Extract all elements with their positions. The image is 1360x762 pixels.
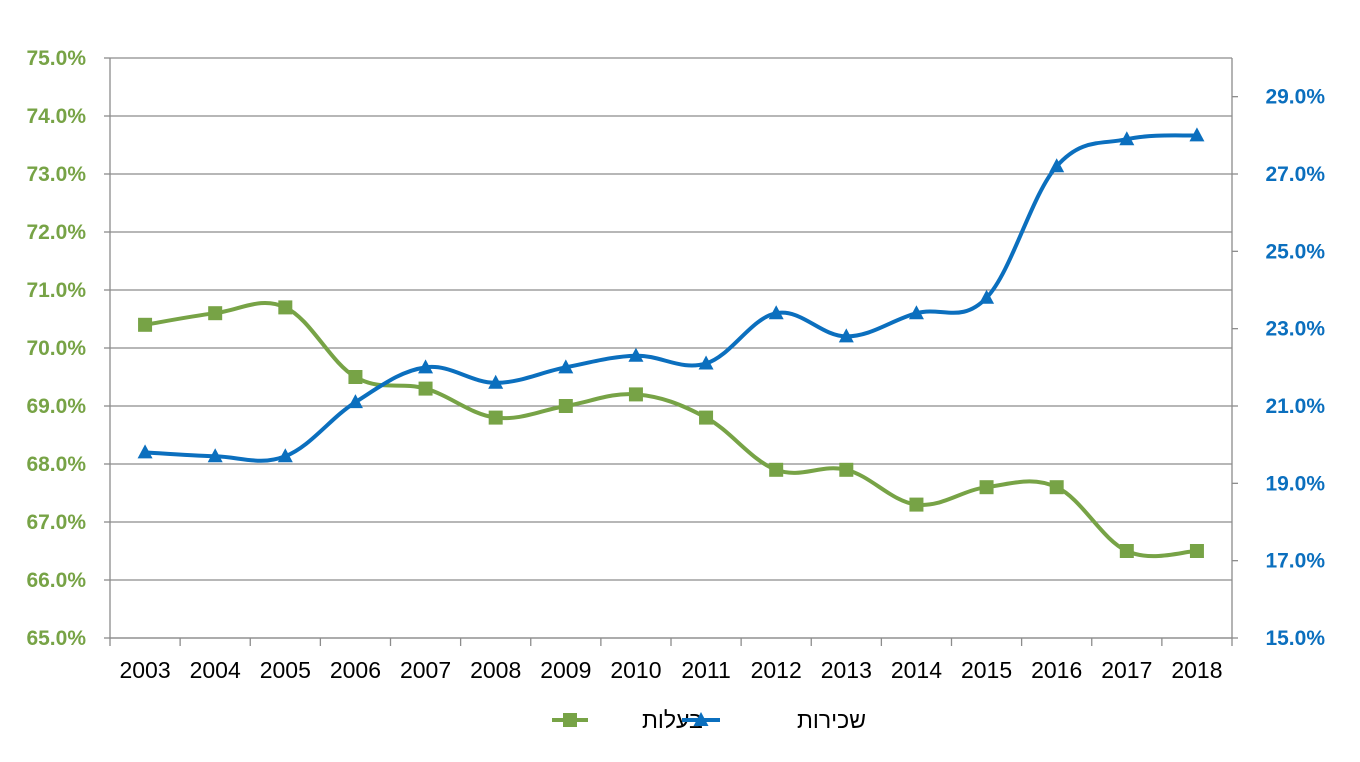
data-point-ownership [909,497,924,512]
legend-marker-rent [693,712,709,726]
gridlines [110,57,1232,639]
left-axis-tick-label: 67.0% [26,511,86,534]
series-line-ownership [143,301,1199,559]
data-point-ownership [418,381,433,396]
x-axis-tick-label: 2007 [400,657,451,683]
data-point-ownership [839,462,854,477]
right-axis-tick-label: 15.0% [1265,627,1325,650]
left-axis-tick-label: 74.0% [26,105,86,128]
x-axis-tick-label: 2008 [470,657,521,683]
tick-labels: 65.0% 66.0% 67.0% 68.0% 69.0% 70.0% 71.0% 72.0%… [26,47,1325,683]
x-axis-tick-label: 2012 [751,657,802,683]
left-axis-tick-label: 69.0% [26,395,86,418]
data-point-ownership [278,300,293,315]
series-markers [137,127,1205,558]
x-axis-tick-label: 2009 [540,657,591,683]
data-point-rent [628,347,644,362]
data-point-ownership [628,387,643,402]
data-point-rent [979,289,995,304]
left-axis-tick-label: 75.0% [26,47,86,70]
right-axis-tick-label: 29.0% [1265,86,1325,109]
right-axis-tick-label: 27.0% [1265,163,1325,186]
right-axis-tick-label: 17.0% [1265,550,1325,573]
data-point-ownership [1119,544,1134,558]
data-point-ownership [138,317,153,332]
data-point-rent [768,305,784,320]
series-lines [143,133,1199,559]
left-axis-tick-label: 65.0% [26,627,86,650]
data-point-rent [558,359,574,374]
data-point-rent [838,328,854,343]
data-point-rent [277,448,293,463]
data-point-rent [1049,158,1065,173]
x-axis-tick-label: 2014 [891,657,942,683]
x-axis-tick-label: 2011 [681,657,730,683]
x-axis-tick-label: 2005 [260,657,311,683]
axes [104,57,1238,646]
data-point-rent [908,305,924,320]
x-axis-tick-label: 2015 [961,657,1012,683]
legend-marker-ownership [563,713,577,727]
data-point-ownership [699,410,714,425]
data-point-ownership [1189,544,1204,558]
x-axis-tick-label: 2017 [1101,657,1152,683]
left-axis-tick-label: 70.0% [26,337,86,360]
x-axis-tick-label: 2006 [330,657,381,683]
data-point-rent [1189,127,1205,142]
data-point-ownership [208,306,223,321]
legend: בעלות שכירות [552,707,866,733]
x-axis-tick-label: 2010 [610,657,661,683]
data-point-ownership [769,462,784,477]
data-point-rent [698,355,714,370]
x-axis-tick-label: 2004 [190,657,241,683]
data-point-rent [137,444,153,459]
legend-label-rent: שכירות [797,707,866,733]
left-axis-tick-label: 71.0% [26,279,86,302]
right-axis-tick-label: 19.0% [1265,472,1325,495]
left-axis-tick-label: 73.0% [26,163,86,186]
left-axis-tick-label: 68.0% [26,453,86,476]
data-point-ownership [979,480,994,495]
data-point-ownership [1049,480,1064,495]
data-point-ownership [558,399,573,413]
left-axis-tick-label: 66.0% [26,569,86,592]
right-axis-tick-label: 23.0% [1265,318,1325,341]
data-point-ownership [488,410,503,425]
x-axis-tick-label: 2016 [1031,657,1082,683]
x-axis-tick-label: 2018 [1171,657,1222,683]
x-axis-tick-label: 2013 [821,657,872,683]
right-axis-tick-label: 25.0% [1265,240,1325,263]
data-point-ownership [348,370,363,384]
x-axis-tick-label: 2003 [119,657,170,683]
left-axis-tick-label: 72.0% [26,221,86,244]
series-line-rent [143,133,1199,463]
data-point-rent [1119,131,1135,146]
right-axis-tick-label: 21.0% [1265,395,1325,418]
data-point-rent [207,448,223,463]
data-point-rent [488,374,504,389]
data-point-rent [347,394,363,409]
data-point-rent [418,359,434,374]
